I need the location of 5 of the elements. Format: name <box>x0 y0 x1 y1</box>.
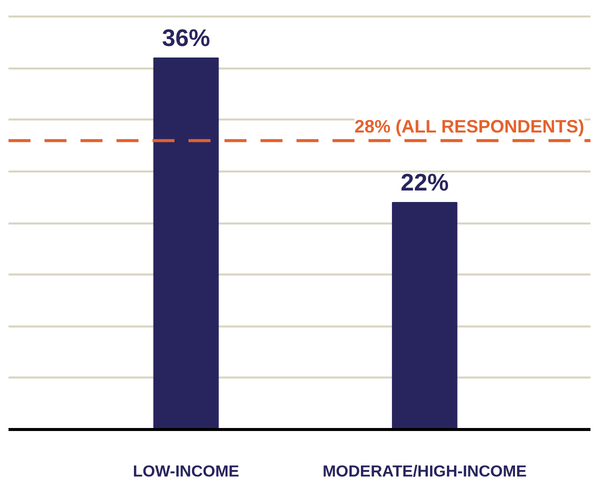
data-label: 36% <box>162 25 210 52</box>
ref-line-label: 28% (ALL RESPONDENTS) <box>354 116 584 137</box>
data-label: 22% <box>400 169 449 196</box>
x-tick-label: LOW-INCOME <box>132 464 240 480</box>
x-tick-label: MODERATE/HIGH-INCOME <box>322 464 528 480</box>
